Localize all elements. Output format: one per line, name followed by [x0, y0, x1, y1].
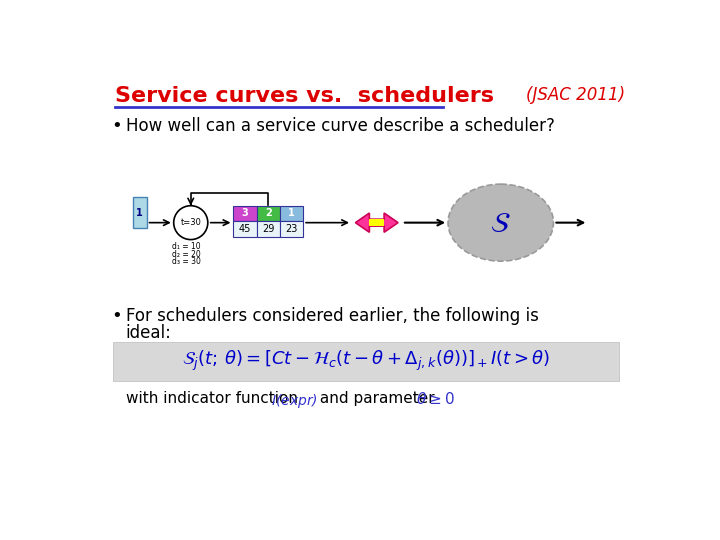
- Polygon shape: [369, 219, 384, 226]
- Text: 23: 23: [285, 224, 297, 234]
- Text: d₂ = 20: d₂ = 20: [172, 249, 201, 259]
- Text: 1: 1: [288, 208, 295, 218]
- Text: For schedulers considered earlier, the following is: For schedulers considered earlier, the f…: [126, 307, 539, 325]
- Circle shape: [174, 206, 208, 240]
- Bar: [256, 206, 280, 221]
- Text: with indicator function: with indicator function: [126, 392, 302, 406]
- Text: •: •: [112, 117, 122, 135]
- Polygon shape: [356, 213, 398, 232]
- Bar: [256, 221, 280, 237]
- Bar: [132, 197, 147, 228]
- Text: 29: 29: [262, 224, 274, 234]
- Text: $\mathcal{S}$: $\mathcal{S}$: [490, 210, 511, 238]
- Text: $I\mathregular{(expr)}$: $I\mathregular{(expr)}$: [271, 392, 318, 410]
- Text: d₃ = 30: d₃ = 30: [172, 257, 201, 266]
- Text: 2: 2: [265, 208, 271, 218]
- FancyBboxPatch shape: [113, 342, 618, 381]
- Bar: [233, 206, 256, 221]
- Text: $\mathcal{S}_j(t;\,\theta) = [Ct -\mathcal{H}_c(t - \theta + \Delta_{j,k}(\theta: $\mathcal{S}_j(t;\,\theta) = [Ct -\mathc…: [181, 349, 550, 373]
- Text: (JSAC 2011): (JSAC 2011): [526, 86, 625, 104]
- Text: •: •: [112, 307, 122, 325]
- Text: Service curves vs.  schedulers: Service curves vs. schedulers: [114, 86, 494, 106]
- Text: $\theta \geq 0$: $\theta \geq 0$: [415, 392, 454, 407]
- Text: t=30: t=30: [180, 218, 201, 227]
- Bar: [233, 221, 256, 237]
- Text: and parameter: and parameter: [315, 392, 439, 406]
- Bar: [280, 206, 303, 221]
- Text: 1: 1: [136, 208, 143, 218]
- Bar: [280, 221, 303, 237]
- Text: d₁ = 10: d₁ = 10: [172, 242, 201, 251]
- Text: 3: 3: [242, 208, 248, 218]
- Text: ideal:: ideal:: [126, 325, 171, 342]
- Text: 45: 45: [239, 224, 251, 234]
- Text: How well can a service curve describe a scheduler?: How well can a service curve describe a …: [126, 117, 554, 135]
- Ellipse shape: [448, 184, 554, 261]
